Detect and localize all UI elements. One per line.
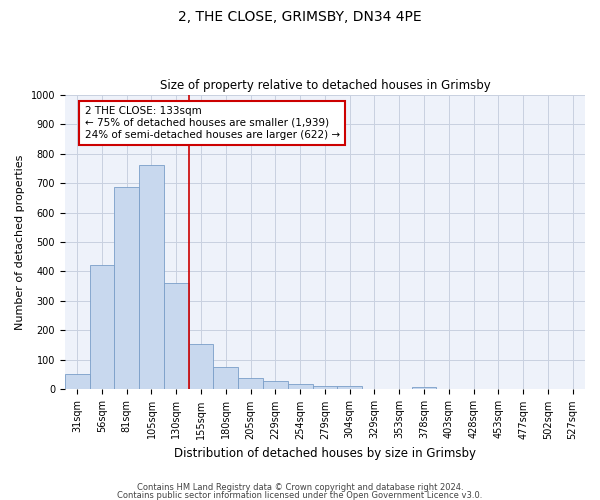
- Bar: [412, 387, 436, 390]
- Bar: [263, 382, 288, 390]
- Bar: [238, 378, 263, 390]
- Text: 2 THE CLOSE: 133sqm
← 75% of detached houses are smaller (1,939)
24% of semi-det: 2 THE CLOSE: 133sqm ← 75% of detached ho…: [85, 106, 340, 140]
- Bar: [214, 368, 238, 390]
- Bar: [188, 344, 214, 390]
- Title: Size of property relative to detached houses in Grimsby: Size of property relative to detached ho…: [160, 79, 490, 92]
- Bar: [313, 386, 337, 390]
- X-axis label: Distribution of detached houses by size in Grimsby: Distribution of detached houses by size …: [174, 447, 476, 460]
- Bar: [139, 166, 164, 390]
- Bar: [65, 374, 89, 390]
- Bar: [164, 282, 188, 390]
- Bar: [115, 188, 139, 390]
- Y-axis label: Number of detached properties: Number of detached properties: [15, 154, 25, 330]
- Text: 2, THE CLOSE, GRIMSBY, DN34 4PE: 2, THE CLOSE, GRIMSBY, DN34 4PE: [178, 10, 422, 24]
- Text: Contains HM Land Registry data © Crown copyright and database right 2024.: Contains HM Land Registry data © Crown c…: [137, 484, 463, 492]
- Bar: [337, 386, 362, 390]
- Bar: [288, 384, 313, 390]
- Text: Contains public sector information licensed under the Open Government Licence v3: Contains public sector information licen…: [118, 490, 482, 500]
- Bar: [89, 265, 115, 390]
